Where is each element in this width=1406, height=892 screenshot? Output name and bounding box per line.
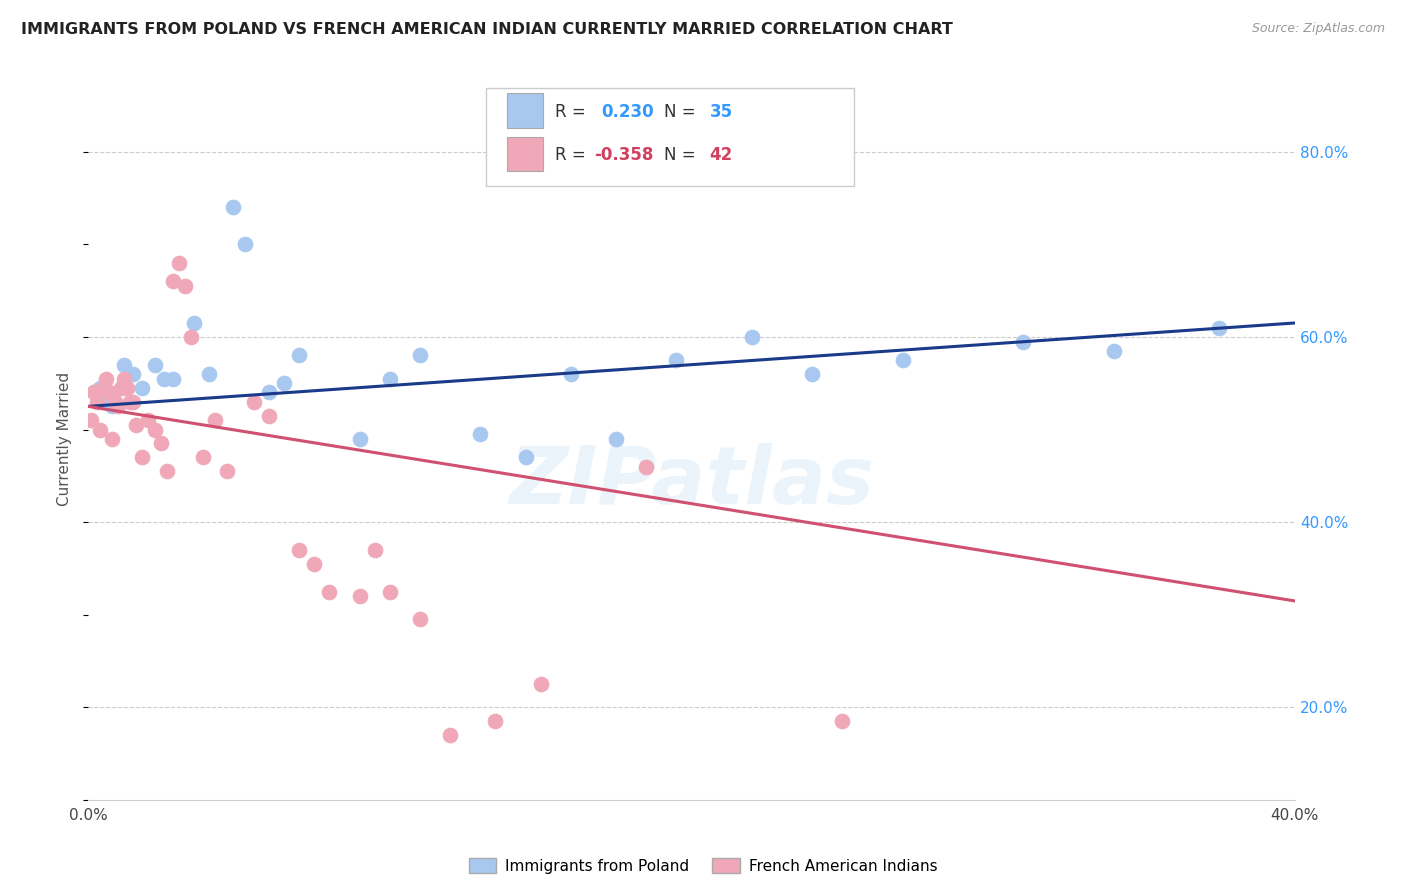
Point [122,394,145,409]
Point [149,436,172,450]
Point [560,367,582,381]
Text: R =: R = [555,146,591,164]
Point [155,464,177,478]
Text: Source: ZipAtlas.com: Source: ZipAtlas.com [1251,22,1385,36]
Point [162,274,184,288]
Point [204,413,226,427]
FancyBboxPatch shape [506,136,543,171]
Point [1102,343,1125,358]
Point [222,200,245,214]
Point [143,423,166,437]
Point [143,358,166,372]
Point [378,584,401,599]
Point [125,417,148,432]
Point [173,279,195,293]
Text: 35: 35 [710,103,733,121]
Point [86,385,108,400]
Point [515,450,537,465]
Text: N =: N = [664,146,700,164]
Point [131,450,153,465]
Point [636,459,658,474]
Point [112,358,135,372]
Point [183,316,205,330]
Point [131,381,153,395]
Point [152,371,174,385]
Point [891,353,914,368]
Point [89,381,111,395]
Point [1012,334,1035,349]
Point [83,385,105,400]
Point [89,423,111,437]
Text: N =: N = [664,103,700,121]
Point [86,394,108,409]
Point [233,237,256,252]
Point [162,371,184,385]
Point [167,256,190,270]
Point [288,348,311,362]
Point [304,557,326,571]
Point [409,348,432,362]
Point [257,409,280,423]
Point [191,450,214,465]
Point [138,413,160,427]
Point [110,381,132,395]
Point [107,400,129,414]
Point [101,400,124,414]
Point [96,385,118,400]
Text: -0.358: -0.358 [593,146,654,164]
Point [484,714,506,729]
Point [83,385,105,400]
Text: IMMIGRANTS FROM POLAND VS FRENCH AMERICAN INDIAN CURRENTLY MARRIED CORRELATION C: IMMIGRANTS FROM POLAND VS FRENCH AMERICA… [21,22,953,37]
Point [378,371,401,385]
Point [104,394,127,409]
Text: 0.230: 0.230 [600,103,654,121]
Y-axis label: Currently Married: Currently Married [58,372,72,506]
Point [257,385,280,400]
Legend: Immigrants from Poland, French American Indians: Immigrants from Poland, French American … [463,852,943,880]
Point [198,367,221,381]
Point [80,413,103,427]
Point [180,330,202,344]
Point [117,381,139,395]
Point [349,590,371,604]
Point [96,371,118,385]
Point [91,394,114,409]
Point [741,330,763,344]
Point [409,612,432,626]
Point [98,385,121,400]
Point [349,432,371,446]
Point [470,427,492,442]
Point [605,432,627,446]
Point [120,394,142,409]
Point [215,464,238,478]
Point [104,394,127,409]
Point [318,584,340,599]
FancyBboxPatch shape [506,94,543,128]
Point [273,376,295,391]
Point [831,714,853,729]
Point [243,394,266,409]
FancyBboxPatch shape [486,88,855,186]
Point [288,543,311,558]
Point [122,367,145,381]
Point [1208,320,1230,334]
Point [364,543,387,558]
Text: ZIPatlas: ZIPatlas [509,443,875,521]
Point [801,367,824,381]
Text: R =: R = [555,103,591,121]
Point [101,432,124,446]
Point [112,371,135,385]
Point [665,353,688,368]
Point [439,728,461,742]
Point [98,390,121,404]
Text: 42: 42 [710,146,733,164]
Point [91,381,114,395]
Point [530,677,553,691]
